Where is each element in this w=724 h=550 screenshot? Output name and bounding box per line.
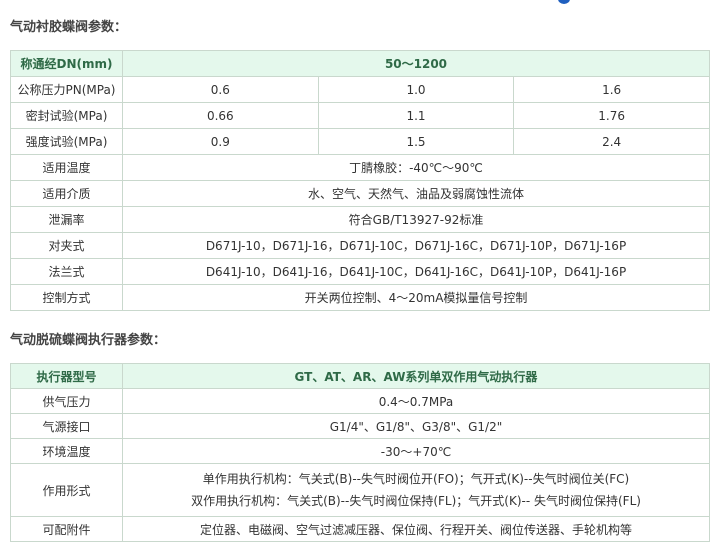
section1-title: 气动衬胶蝶阀参数： [10, 20, 128, 35]
table-row: 密封试验(MPa) 0.66 1.1 1.76 [10, 102, 710, 129]
table-header-row: 执行器型号 GT、AT、AR、AW系列单双作用气动执行器 [10, 363, 710, 389]
valve-params-table: 称通经DN(mm) 50～1200 公称压力PN(MPa) 0.6 1.0 1.6 密… [10, 50, 710, 311]
cell: 开关两位控制、4～20mA模拟量信号控制 [122, 284, 710, 311]
row-label: 适用温度 [10, 154, 123, 181]
cell: 0.4～0.7MPa [122, 388, 710, 414]
table-row: 适用温度 丁腈橡胶：-40℃～90℃ [10, 154, 710, 181]
blue-dot-icon [558, 0, 570, 4]
cell: 0.66 [122, 102, 319, 129]
cell: G1/4"、G1/8"、G3/8"、G1/2" [122, 413, 710, 439]
cell: D671J-10，D671J-16，D671J-10C，D671J-16C，D6… [122, 232, 710, 259]
table-row: 环境温度 -30～+70℃ [10, 438, 710, 464]
row-label: 强度试验(MPa) [10, 128, 123, 155]
cell: 1.0 [317, 76, 515, 103]
cell: 1.1 [317, 102, 515, 129]
action-line: 单作用执行机构：气关式(B)--失气时阀位开(FO)；气开式(K)--失气时阀位… [202, 472, 630, 486]
table-header-row: 称通经DN(mm) 50～1200 [10, 50, 710, 77]
table-row: 泄漏率 符合GB/T13927-92标准 [10, 206, 710, 233]
header-value: 50～1200 [122, 50, 710, 77]
table-row: 可配附件 定位器、电磁阀、空气过滤减压器、保位阀、行程开关、阀位传送器、手轮机构等 [10, 516, 710, 542]
table-row: 控制方式 开关两位控制、4～20mA模拟量信号控制 [10, 284, 710, 311]
cell: D641J-10，D641J-16，D641J-10C，D641J-16C，D6… [122, 258, 710, 285]
cell: 丁腈橡胶：-40℃～90℃ [122, 154, 710, 181]
cell: 2.4 [513, 128, 710, 155]
row-label: 公称压力PN(MPa) [10, 76, 123, 103]
cell: 定位器、电磁阀、空气过滤减压器、保位阀、行程开关、阀位传送器、手轮机构等 [122, 516, 710, 542]
action-line: 双作用执行机构：气关式(B)--失气时阀位保持(FL)；气开式(K)-- 失气时… [191, 494, 641, 508]
table-row: 公称压力PN(MPa) 0.6 1.0 1.6 [10, 76, 710, 103]
row-label: 密封试验(MPa) [10, 102, 123, 129]
row-label: 气源接口 [10, 413, 123, 439]
row-label: 环境温度 [10, 438, 123, 464]
header-label: 称通经DN(mm) [10, 50, 123, 77]
header-value: GT、AT、AR、AW系列单双作用气动执行器 [122, 363, 710, 389]
cell: 0.6 [122, 76, 319, 103]
cell: 1.5 [317, 128, 515, 155]
cell: -30～+70℃ [122, 438, 710, 464]
row-label: 供气压力 [10, 388, 123, 414]
cell: 水、空气、天然气、油品及弱腐蚀性流体 [122, 180, 710, 207]
row-label: 对夹式 [10, 232, 123, 259]
table-row: 气源接口 G1/4"、G1/8"、G3/8"、G1/2" [10, 413, 710, 439]
header-label: 执行器型号 [10, 363, 123, 389]
row-label: 可配附件 [10, 516, 123, 542]
row-label: 泄漏率 [10, 206, 123, 233]
table-row: 作用形式 单作用执行机构：气关式(B)--失气时阀位开(FO)；气开式(K)--… [10, 463, 710, 517]
table-row: 对夹式 D671J-10，D671J-16，D671J-10C，D671J-16C… [10, 232, 710, 259]
cell: 单作用执行机构：气关式(B)--失气时阀位开(FO)；气开式(K)--失气时阀位… [122, 463, 710, 517]
table-row: 供气压力 0.4～0.7MPa [10, 388, 710, 414]
row-label: 适用介质 [10, 180, 123, 207]
row-label: 控制方式 [10, 284, 123, 311]
row-label: 法兰式 [10, 258, 123, 285]
cell: 1.6 [513, 76, 710, 103]
table-row: 适用介质 水、空气、天然气、油品及弱腐蚀性流体 [10, 180, 710, 207]
cell: 0.9 [122, 128, 319, 155]
table-row: 强度试验(MPa) 0.9 1.5 2.4 [10, 128, 710, 155]
actuator-params-table: 执行器型号 GT、AT、AR、AW系列单双作用气动执行器 供气压力 0.4～0.7… [10, 363, 710, 542]
table-row: 法兰式 D641J-10，D641J-16，D641J-10C，D641J-16C… [10, 258, 710, 285]
section2-title: 气动脱硫蝶阀执行器参数： [10, 333, 167, 348]
cell: 符合GB/T13927-92标准 [122, 206, 710, 233]
row-label: 作用形式 [10, 463, 123, 517]
cell: 1.76 [513, 102, 710, 129]
